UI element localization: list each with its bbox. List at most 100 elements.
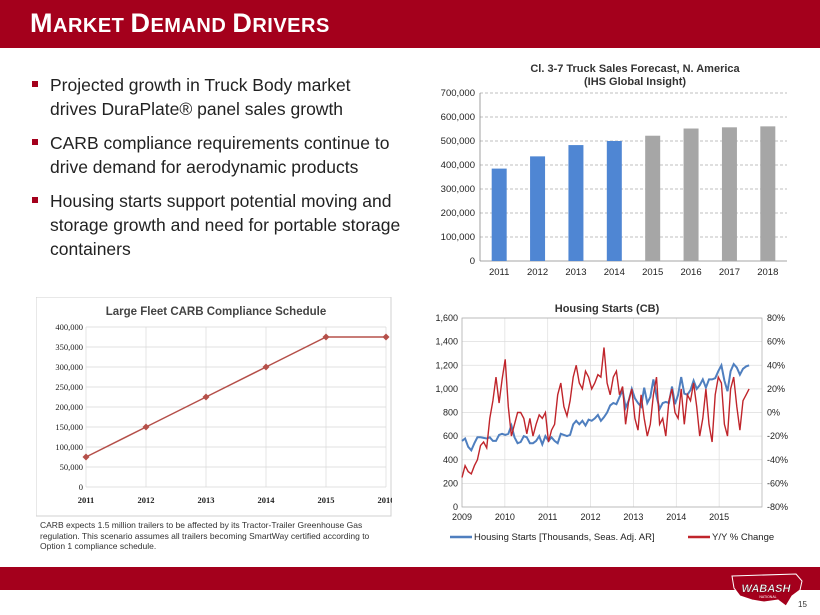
y-tick-label: 200,000 [55,402,83,412]
y-left-tick-label: 1,600 [435,313,458,323]
x-tick-label: 2016 [378,495,393,505]
x-tick-label: 2016 [680,267,701,278]
series-line [461,347,750,478]
y-right-tick-label: 80% [767,313,785,323]
us-map-shape [731,573,803,607]
y-right-tick-label: 40% [767,360,785,370]
logo-text: WABASH [742,583,792,595]
x-tick-label: 2015 [709,512,729,522]
bar [721,127,737,261]
chart-title: Large Fleet CARB Compliance Schedule [106,306,326,318]
title-rest-3: RIVERS [252,15,330,37]
x-tick-label: 2012 [527,267,548,278]
bar [683,128,699,261]
y-right-tick-label: -60% [767,478,788,488]
y-left-tick-label: 1,400 [435,337,458,347]
y-tick-label: 0 [470,256,475,267]
data-point [202,393,210,401]
x-tick-label: 2010 [495,512,515,522]
slide-title: MARKET DEMAND DRIVERS [30,8,330,39]
legend-label: Y/Y % Change [712,532,774,543]
title-cap-3: D [232,8,253,38]
y-tick-label: 350,000 [55,342,83,352]
y-tick-label: 100,000 [441,232,475,243]
page-number: 15 [798,600,807,609]
x-tick-label: 2018 [757,267,778,278]
x-tick-label: 2015 [318,495,335,505]
y-left-tick-label: 600 [443,431,458,441]
legend-label: Housing Starts [Thousands, Seas. Adj. AR… [474,532,655,543]
y-left-tick-label: 800 [443,408,458,418]
x-tick-label: 2014 [604,267,625,278]
bullet-square-icon [32,81,38,87]
bar [491,168,507,261]
bar [568,145,584,261]
bar [760,126,776,261]
x-tick-label: 2014 [258,495,276,505]
y-right-tick-label: 60% [767,337,785,347]
y-right-tick-label: -40% [767,455,788,465]
y-tick-label: 400,000 [441,160,475,171]
y-right-tick-label: -20% [767,431,788,441]
bottom-bar [0,567,820,590]
y-right-tick-label: 20% [767,384,785,394]
title-cap-1: M [30,8,53,38]
y-tick-label: 700,000 [441,88,475,99]
y-tick-label: 500,000 [441,136,475,147]
chart-frame [36,297,392,517]
title-rest-1: ARKET [53,15,131,37]
logo-subtext: NATIONAL [759,595,776,599]
x-tick-label: 2013 [565,267,586,278]
y-tick-label: 300,000 [441,184,475,195]
carb-footnote: CARB expects 1.5 million trailers to be … [40,520,370,551]
data-point [322,333,330,341]
title-cap-2: D [130,8,151,38]
x-tick-label: 2014 [666,512,686,522]
y-tick-label: 250,000 [55,382,83,392]
x-tick-label: 2013 [623,512,643,522]
housing-starts-chart: Housing Starts (CB) 0 200 400 600 800 1,000 1,2… [435,303,788,543]
x-tick-label: 2011 [489,267,509,278]
y-left-tick-label: 1,000 [435,384,458,394]
bullet-list: Projected growth in Truck Body market dr… [32,73,402,271]
x-tick-label: 2013 [198,495,215,505]
wabash-logo: WABASH NATIONAL [731,573,803,607]
bullet-text: CARB compliance requirements continue to… [50,133,390,177]
y-left-tick-label: 1,200 [435,360,458,370]
carb-compliance-chart: Large Fleet CARB Compliance Schedule 0 50,… [36,297,392,517]
x-tick-label: 2009 [452,512,472,522]
bullet-text: Housing starts support potential moving … [50,191,401,259]
bar [606,141,622,261]
bullet-item: Housing starts support potential moving … [32,189,402,261]
y-right-tick-label: 0% [767,408,780,418]
data-point [142,423,150,431]
x-tick-label: 2012 [138,495,155,505]
bullet-square-icon [32,139,38,145]
y-tick-label: 200,000 [441,208,475,219]
y-tick-label: 300,000 [55,362,83,372]
y-right-tick-label: -80% [767,502,788,512]
y-left-tick-label: 200 [443,478,458,488]
chart-title: Cl. 3-7 Truck Sales Forecast, N. America [530,63,740,75]
x-tick-label: 2017 [719,267,740,278]
data-point [262,363,270,371]
title-rest-2: EMAND [150,15,233,37]
x-tick-label: 2011 [538,512,557,522]
y-tick-label: 50,000 [60,462,83,472]
title-bar [0,0,820,48]
plot-frame [461,317,763,508]
bar [530,156,546,261]
data-point [82,453,90,461]
y-tick-label: 600,000 [441,112,475,123]
bullet-square-icon [32,197,38,203]
y-left-tick-label: 0 [453,502,458,512]
bar [645,135,661,261]
y-tick-label: 0 [79,482,83,492]
data-point [382,333,390,341]
bullet-item: CARB compliance requirements continue to… [32,131,402,179]
y-tick-label: 150,000 [55,422,83,432]
y-left-tick-label: 400 [443,455,458,465]
bullet-item: Projected growth in Truck Body market dr… [32,73,402,121]
bullet-text: Projected growth in Truck Body market dr… [50,75,351,119]
x-tick-label: 2015 [642,267,663,278]
